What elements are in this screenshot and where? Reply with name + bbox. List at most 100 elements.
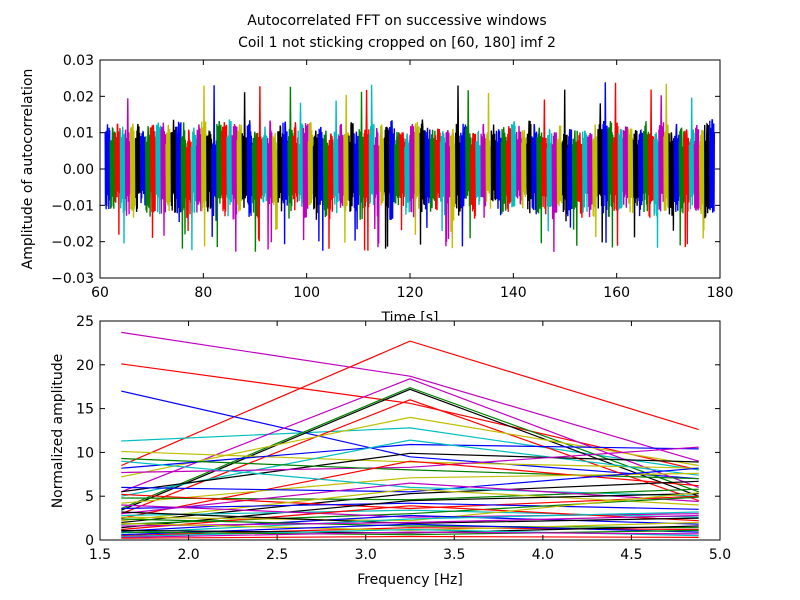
fft-series-line (121, 427, 699, 471)
chart0-x-tick-label: 100 (293, 285, 320, 301)
chart1-y-tick-label: 15 (76, 402, 94, 418)
autocorrelation-window-line (653, 132, 660, 248)
autocorrelation-window-line (256, 86, 263, 242)
autocorrelation-window-line (500, 127, 507, 214)
autocorrelation-window-line (368, 84, 375, 206)
chart0-x-tick-label: 80 (194, 285, 212, 301)
fft-series-line (121, 480, 699, 524)
autocorrelation-window-line (566, 128, 573, 228)
autocorrelation-window-line (251, 131, 258, 252)
autocorrelation-window-line (460, 123, 467, 247)
fft-series-line (121, 514, 699, 527)
autocorrelation-window-line (643, 121, 649, 213)
chart1-x-tick-label: 2.0 (177, 547, 199, 563)
chart0-y-tick-label: 0.03 (63, 53, 94, 69)
autocorrelation-window-line (338, 123, 345, 208)
autocorrelation-window-line (627, 128, 634, 214)
autocorrelation-window-line (480, 123, 487, 218)
autocorrelation-window-line (683, 129, 690, 248)
fft-series-line (121, 535, 699, 539)
autocorrelation-window-line (160, 122, 167, 236)
autocorrelation-window-line (267, 120, 273, 250)
autocorrelation-window-line (394, 131, 400, 206)
bottom-chart-x-axis-label: Frequency [Hz] (357, 572, 463, 588)
chart0-y-tick-label: 0.01 (63, 126, 94, 142)
autocorrelation-window-line (541, 99, 548, 215)
autocorrelation-window-line (343, 94, 350, 243)
autocorrelation-window-line (353, 131, 360, 241)
autocorrelation-window-line (221, 122, 228, 217)
autocorrelation-window-line (449, 128, 456, 249)
fft-series-line (121, 488, 699, 522)
autocorrelation-window-line (201, 85, 207, 247)
autocorrelation-window-line (175, 121, 182, 223)
autocorrelation-window-line (602, 82, 609, 243)
fft-series-line (121, 446, 699, 474)
autocorrelation-window-line (272, 132, 279, 231)
autocorrelation-window-line (414, 121, 421, 235)
autocorrelation-window-line (587, 132, 594, 218)
autocorrelation-window-line (226, 119, 233, 217)
chart1-x-tick-label: 5.0 (709, 547, 731, 563)
chart0-x-tick-label: 160 (603, 285, 630, 301)
chart1-y-tick-label: 5 (85, 489, 94, 505)
autocorrelation-window-line (490, 124, 497, 202)
autocorrelation-window-line (195, 124, 202, 213)
autocorrelation-window-line (561, 89, 568, 222)
fft-series-line (121, 416, 699, 478)
autocorrelation-window-line (637, 128, 644, 217)
autocorrelation-window-line (698, 129, 705, 239)
fft-series-line (121, 331, 699, 462)
autocorrelation-window-line (404, 133, 411, 215)
autocorrelation-window-line (470, 132, 477, 219)
chart0-y-tick-label: −0.01 (51, 198, 94, 214)
autocorrelation-window-line (419, 119, 426, 245)
chart0-y-tick-label: 0.02 (63, 89, 94, 105)
autocorrelation-window-line (663, 83, 670, 211)
fft-series-line (121, 378, 699, 493)
autocorrelation-window-line (658, 95, 665, 212)
bottom-chart-y-ticks: 0 5 10 15 20 25 (76, 314, 720, 549)
autocorrelation-window-line (505, 126, 512, 212)
autocorrelation-window-line (516, 125, 522, 205)
chart0-x-tick-label: 140 (500, 285, 527, 301)
autocorrelation-window-line (155, 122, 162, 215)
autocorrelation-window-line (145, 126, 152, 217)
autocorrelation-window-line (632, 129, 639, 238)
autocorrelation-window-line (693, 124, 700, 211)
autocorrelation-window-line (170, 119, 177, 213)
fft-series-line (121, 399, 699, 515)
top-chart-y-axis-label: Amplitude of autocorrelation (20, 69, 36, 270)
autocorrelation-window-line (322, 130, 329, 218)
autocorrelation-window-line (185, 129, 192, 231)
autocorrelation-window-line (292, 122, 299, 211)
chart1-x-tick-label: 4.5 (620, 547, 642, 563)
chart1-x-tick-label: 2.5 (266, 547, 288, 563)
autocorrelation-window-line (333, 100, 340, 214)
fft-series-line (121, 340, 699, 467)
autocorrelation-window-line (648, 89, 655, 218)
autocorrelation-window-line (429, 129, 436, 212)
bottom-chart-y-axis-label: Normalized amplitude (50, 354, 66, 509)
autocorrelation-window-line (317, 126, 324, 251)
autocorrelation-window-line (124, 98, 131, 216)
autocorrelation-window-line (577, 132, 583, 218)
autocorrelation-window-line (307, 122, 314, 206)
autocorrelation-window-line (287, 86, 294, 219)
autocorrelation-window-line (302, 123, 309, 241)
autocorrelation-window-line (612, 82, 619, 246)
autocorrelation-window-line (444, 129, 451, 247)
autocorrelation-window-line (389, 120, 395, 221)
chart0-x-tick-label: 180 (707, 285, 734, 301)
fft-series-line (121, 390, 699, 480)
autocorrelation-window-line (262, 126, 268, 203)
chart1-y-tick-label: 0 (85, 533, 94, 549)
autocorrelation-window-line (688, 97, 695, 210)
bottom-chart-series (121, 331, 699, 539)
fft-series-line (121, 386, 699, 510)
autocorrelation-window-line (312, 130, 319, 220)
chart0-x-tick-label: 60 (91, 285, 109, 301)
autocorrelation-window-line (114, 123, 121, 235)
autocorrelation-window-line (704, 122, 710, 219)
autocorrelation-window-line (495, 129, 502, 216)
